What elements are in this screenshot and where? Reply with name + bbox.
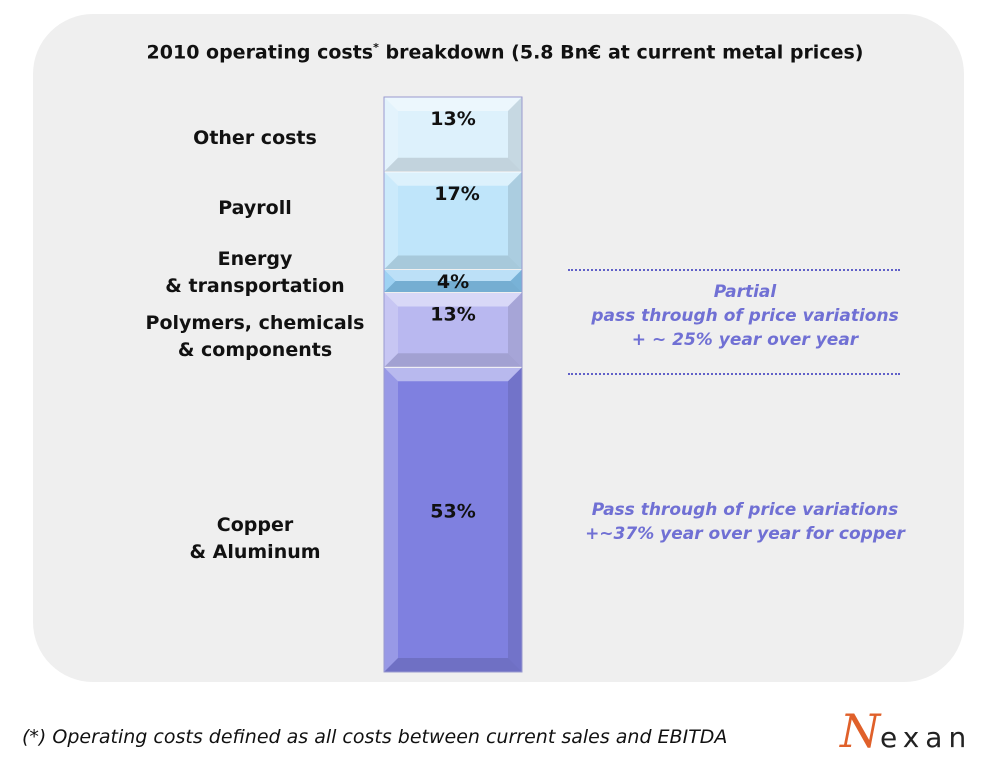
bar-bevel: [384, 269, 522, 281]
bar-segment-rect: [383, 171, 523, 270]
bar-segment-2: 4%: [383, 269, 523, 293]
category-label-payroll: Payroll: [218, 197, 292, 219]
annotation-copper-pass-through: Pass through of price variations +~37% y…: [585, 500, 905, 544]
dotted-separator-bottom: [568, 373, 900, 375]
chart-title: 2010 operating costs* breakdown (5.8 Bn€…: [146, 41, 864, 64]
category-label-other-costs: Other costs: [193, 127, 317, 149]
category-label-copper: Copper & Aluminum: [189, 514, 321, 563]
footnote: (*) Operating costs defined as all costs…: [22, 726, 728, 748]
bar-segment-1: 13%: [383, 292, 523, 368]
bar-segment-rect: [383, 292, 523, 368]
bar-bevel: [510, 269, 522, 293]
bar-segment-3: 17%: [383, 171, 523, 270]
bar-bevel: [384, 255, 522, 270]
bar-bevel: [508, 97, 522, 172]
bar-bevel: [384, 367, 398, 672]
bar-segment-rect: [383, 96, 523, 173]
logo-letter: N: [839, 704, 882, 755]
bar-segment-4: 13%: [383, 96, 523, 173]
bar-value-label: 13%: [430, 108, 475, 130]
bar-bevel: [384, 281, 522, 293]
bar-bevel: [384, 157, 522, 172]
bar-value-label: 13%: [430, 304, 475, 326]
bar-bevel: [384, 367, 522, 382]
category-label-energy: Energy & transportation: [165, 248, 345, 297]
bar-bevel: [384, 97, 522, 111]
bar-outline: [383, 96, 523, 673]
annotation-partial-pass-through: Partial pass through of price variations…: [591, 282, 899, 350]
bar-bevel: [384, 269, 396, 293]
bar-bevel: [384, 658, 522, 672]
bar-bevel: [384, 171, 398, 270]
bar-bevel: [508, 171, 522, 270]
bar-bevel: [384, 292, 522, 307]
bar-bevel: [508, 292, 522, 368]
bar-bevel: [384, 171, 522, 186]
dotted-separator-top: [568, 269, 900, 271]
bar-bevel: [384, 97, 398, 172]
bar-bevel: [384, 353, 522, 368]
nexan-logo: N exan: [839, 704, 972, 755]
bar-segment-0: 53%: [383, 366, 523, 673]
bar-value-label: 4%: [437, 271, 469, 293]
bar-bevel: [508, 367, 522, 672]
bar-value-label: 17%: [434, 183, 479, 205]
logo-text: exan: [880, 721, 972, 754]
bar-value-label: 53%: [430, 500, 475, 522]
bar-segment-rect: [383, 366, 523, 673]
bar-bevel: [384, 292, 398, 368]
category-label-polymers: Polymers, chemicals & components: [145, 312, 365, 361]
